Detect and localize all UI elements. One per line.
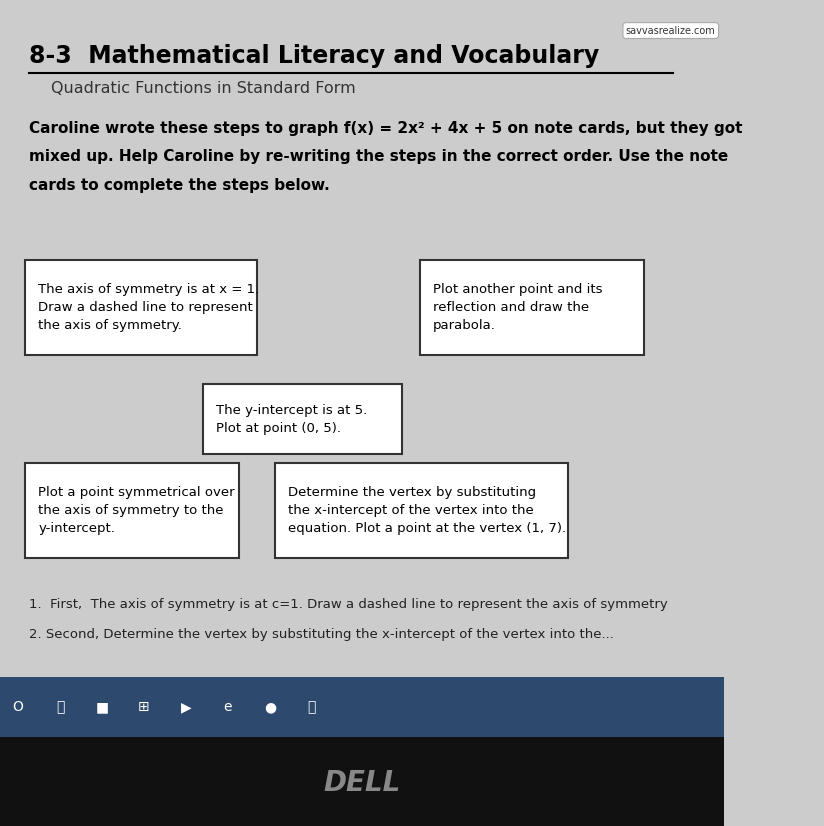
Bar — [0, 737, 723, 826]
Text: O: O — [12, 700, 24, 714]
Text: Caroline wrote these steps to graph f(x) = 2x² + 4x + 5 on note cards, but they : Caroline wrote these steps to graph f(x)… — [29, 121, 742, 135]
FancyBboxPatch shape — [419, 260, 644, 355]
FancyBboxPatch shape — [26, 463, 239, 558]
Text: Plot a point symmetrical over
the axis of symmetry to the
y-intercept.: Plot a point symmetrical over the axis o… — [39, 486, 235, 534]
Text: 🎓: 🎓 — [307, 700, 316, 714]
Text: The y-intercept is at 5.
Plot at point (0, 5).: The y-intercept is at 5. Plot at point (… — [216, 404, 367, 434]
Text: 1.  First,  The axis of symmetry is at c=1. Draw a dashed line to represent the : 1. First, The axis of symmetry is at c=1… — [29, 598, 667, 611]
Text: ■: ■ — [96, 700, 109, 714]
Text: Quadratic Functions in Standard Form: Quadratic Functions in Standard Form — [50, 81, 355, 96]
Text: The axis of symmetry is at x = 1.
Draw a dashed line to represent
the axis of sy: The axis of symmetry is at x = 1. Draw a… — [39, 283, 260, 332]
Text: e: e — [223, 700, 232, 714]
Text: Determine the vertex by substituting
the x-intercept of the vertex into the
equa: Determine the vertex by substituting the… — [288, 486, 566, 534]
Text: 2. Second, Determine the vertex by substituting the x-intercept of the vertex in: 2. Second, Determine the vertex by subst… — [29, 628, 614, 641]
FancyBboxPatch shape — [26, 260, 257, 355]
Text: 目: 目 — [56, 700, 64, 714]
Text: Plot another point and its
reflection and draw the
parabola.: Plot another point and its reflection an… — [433, 283, 602, 332]
Text: ●: ● — [264, 700, 276, 714]
Text: ▶: ▶ — [180, 700, 191, 714]
FancyBboxPatch shape — [203, 384, 401, 454]
Text: ⊞: ⊞ — [138, 700, 150, 714]
Text: savvasrealize.com: savvasrealize.com — [626, 26, 715, 36]
Text: 8-3  Mathematical Literacy and Vocabulary: 8-3 Mathematical Literacy and Vocabulary — [29, 44, 599, 69]
Text: mixed up. Help Caroline by re-writing the steps in the correct order. Use the no: mixed up. Help Caroline by re-writing th… — [29, 150, 728, 164]
Bar — [0, 677, 723, 737]
Text: cards to complete the steps below.: cards to complete the steps below. — [29, 178, 330, 193]
FancyBboxPatch shape — [275, 463, 568, 558]
Text: DELL: DELL — [323, 769, 400, 797]
